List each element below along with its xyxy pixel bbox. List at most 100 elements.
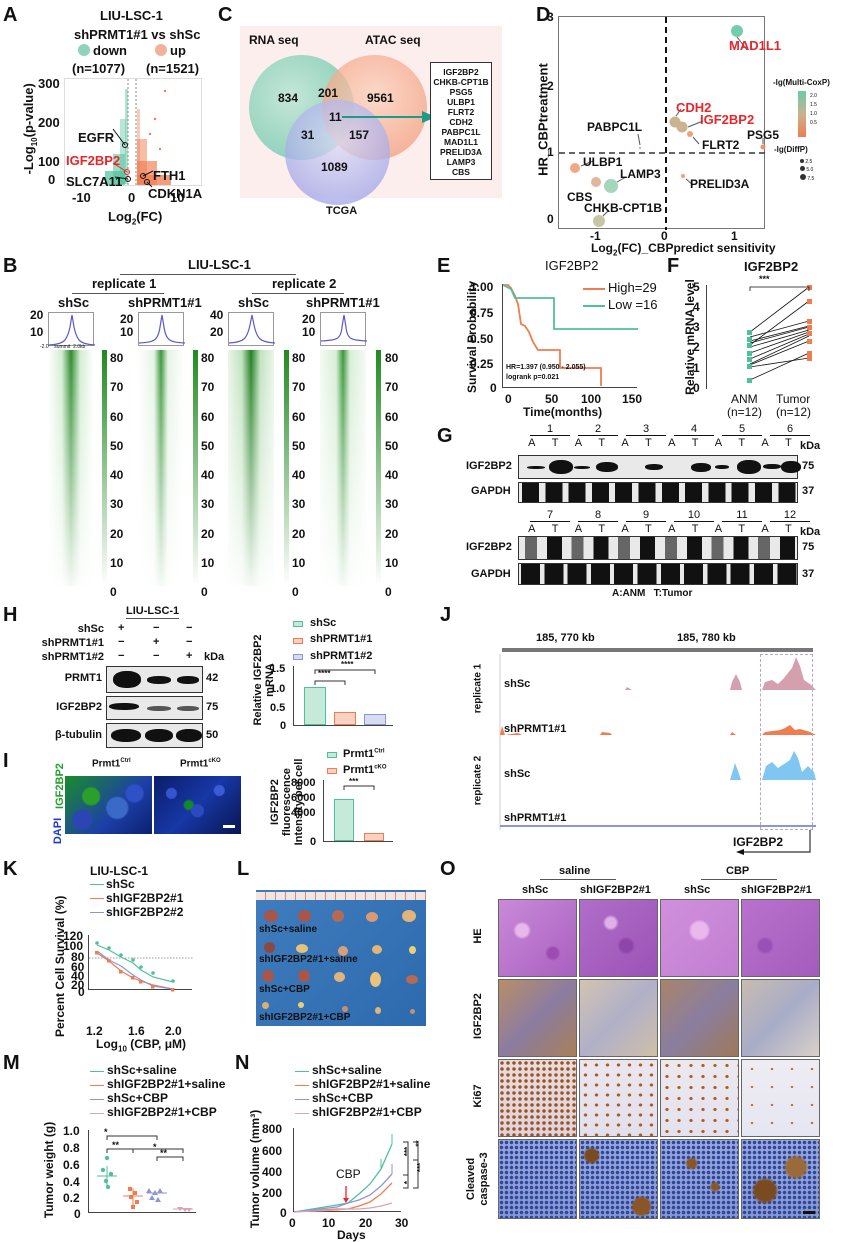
count-all: 11 <box>329 110 342 124</box>
tumor <box>296 944 308 953</box>
legend-item: shIGF2BP2#1+CBP <box>312 1105 422 1119</box>
legend-line-icon <box>295 1113 309 1114</box>
count-rna-only: 834 <box>278 91 299 105</box>
gene-lamp3: LAMP3 <box>620 167 661 181</box>
arrow-icon <box>342 111 436 123</box>
colorbar <box>284 350 289 586</box>
divider <box>540 879 616 880</box>
ytick: 0.4 <box>63 1175 80 1189</box>
ytick: 400 <box>262 1165 283 1179</box>
gene-mad1l1: MAD1L1 <box>729 38 782 53</box>
tumor <box>342 1006 348 1012</box>
blot-igf2bp2-bottom <box>518 536 798 560</box>
ihc-image <box>660 1139 739 1219</box>
panel-a-title: LIU-LSC-1 <box>100 8 163 23</box>
kda-42: 42 <box>206 672 219 684</box>
ytick: 0 <box>280 720 287 732</box>
legend-item: shSc+CBP <box>107 1091 169 1105</box>
legend-shigf2bp2-1: shIGF2BP2#1 <box>106 891 184 905</box>
dose-response-axes <box>88 935 193 992</box>
gene-chkb-cpt1b: CHKB-CPT1B <box>584 201 662 215</box>
tick: 5.0 <box>806 167 814 173</box>
ytick: 0 <box>280 1206 287 1220</box>
profile-xticks: -2.0 summit 2.0kb <box>40 344 86 350</box>
column-label: shSc <box>238 295 270 310</box>
ihc-image <box>660 899 739 977</box>
xtick: 1.2 <box>86 1024 103 1038</box>
gene-pabpc1l: PABPC1L <box>587 120 643 134</box>
row-label-he: HE <box>472 928 484 944</box>
ytick: 3 <box>693 320 700 334</box>
cond-cko: Prmt1cKO <box>180 758 221 770</box>
kda-label: kDa <box>800 526 821 538</box>
dose-response-curves <box>89 941 193 992</box>
legend-line-icon <box>90 1071 104 1072</box>
ytick: 10 <box>120 325 134 339</box>
gene-prelid3a: PRELID3A <box>690 177 750 191</box>
gene-list-item: CBS <box>452 167 470 177</box>
row-label: shSc+CBP <box>259 984 310 995</box>
y-axis-label: Relative IGF2BP2 mRNA <box>252 634 276 726</box>
ytick: 1.00 <box>470 280 494 294</box>
ytick: 20 <box>210 325 224 339</box>
kda-label: kDa <box>800 440 821 452</box>
tick: 2.0 <box>810 93 817 99</box>
group-cbp: CBP <box>726 865 750 877</box>
ihc-image <box>579 1059 658 1137</box>
mark: + <box>118 622 125 634</box>
ytick: 0 <box>48 172 56 187</box>
chart-title: LIU-LSC-1 <box>90 864 148 878</box>
ytick: 0 <box>310 836 317 848</box>
kda-label: kDa <box>204 651 225 663</box>
tumor <box>338 946 348 956</box>
tumor-photo: shSc+saline shIGF2BP2#1+saline shSc+CBP … <box>256 890 426 1026</box>
blot-igf2bp2-top <box>518 455 801 479</box>
channel-igf2bp2: IGF2BP2 <box>54 763 66 809</box>
tumor <box>264 942 275 953</box>
ytick: 0 <box>693 381 700 395</box>
tumor <box>370 972 381 987</box>
profile-plot <box>228 312 276 346</box>
replicate-2: replicate 2 <box>272 276 337 291</box>
logrank-annotation: logrank p=0.021 <box>506 374 560 381</box>
track-label: shSc <box>504 768 531 780</box>
legend-shprmt1-1: shPRMT1#1 <box>310 633 373 645</box>
tumor <box>262 970 274 982</box>
legend-line-icon <box>90 912 104 913</box>
legend-item: shSc+saline <box>107 1063 177 1077</box>
x-axis-label: Log10 (CBP, μM) <box>96 1037 187 1054</box>
gene-ulbp1: ULBP1 <box>583 155 623 169</box>
y-axis-label: -Log10(p-value) <box>21 83 39 175</box>
xtick: 0 <box>661 229 668 243</box>
significance: **** <box>341 660 354 669</box>
tick: 2.5 <box>805 159 813 165</box>
bar-axes <box>293 666 393 726</box>
x-axis-label: Days <box>337 1228 366 1242</box>
legend-item: shIGF2BP2#1+CBP <box>107 1105 217 1119</box>
xtick: 0 <box>289 1216 296 1230</box>
ihc-image <box>660 979 739 1057</box>
kda-37: 37 <box>802 568 815 580</box>
panel-label: D <box>536 4 551 26</box>
column-label: shIGF2BP2#1 <box>741 884 812 896</box>
row-label: shIGF2BP2#1+CBP <box>259 1012 351 1023</box>
replicate-1: replicate 1 <box>92 276 157 291</box>
profile-plot <box>48 312 96 346</box>
set-rna-seq: RNA seq <box>249 33 299 47</box>
ytick: 2 <box>547 79 554 93</box>
legend-ctrl: Prmt1Ctrl <box>343 748 385 760</box>
tumor <box>366 912 378 922</box>
tumor <box>410 1009 415 1014</box>
row-label-ki67: Ki67 <box>472 1084 484 1108</box>
gene-flrt2: FLRT2 <box>702 138 740 152</box>
ytick: 1.5 <box>270 663 286 675</box>
legend-up-n: (n=1521) <box>146 61 200 76</box>
ytick: 5 <box>693 280 700 294</box>
colorbar-ticks: 80 70 60 50 40 30 20 10 0 <box>201 351 215 600</box>
high-legend-icon <box>583 288 605 290</box>
column-label: shSc <box>684 884 711 896</box>
colorbar <box>193 350 198 586</box>
legend-item: shIGF2BP2#1+saline <box>107 1077 226 1091</box>
blot-gapdh-bottom <box>518 563 798 585</box>
low-legend-icon <box>583 305 605 307</box>
